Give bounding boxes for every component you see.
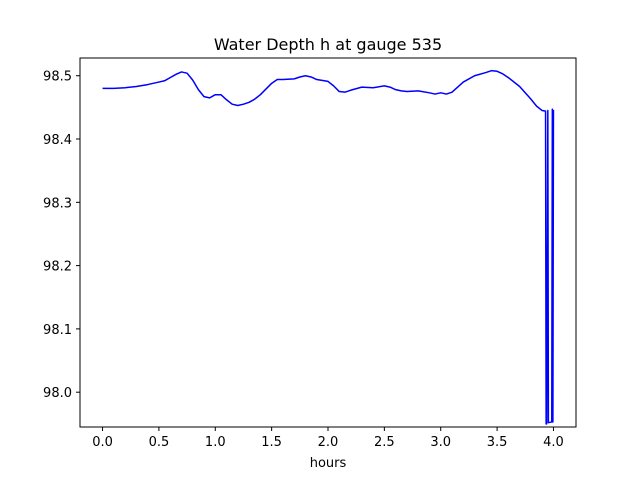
y-tick-label: 98.1 — [43, 323, 72, 338]
x-tick-label: 4.0 — [543, 435, 564, 450]
series-line-0 — [102, 69, 555, 425]
x-tick-label: 1.0 — [205, 435, 226, 450]
x-tick-label: 3.5 — [487, 435, 508, 450]
x-tick-label: 3.0 — [430, 435, 451, 450]
chart-title: Water Depth h at gauge 535 — [214, 35, 442, 54]
y-tick-label: 98.2 — [43, 260, 72, 275]
x-tick-label: 2.0 — [318, 435, 339, 450]
x-tick-label: 1.5 — [261, 435, 282, 450]
y-tick-label: 98.5 — [43, 70, 72, 85]
y-tick-label: 98.3 — [43, 196, 72, 211]
y-tick-label: 98.4 — [43, 133, 72, 148]
x-tick-label: 0.0 — [92, 435, 113, 450]
y-axis: 98.0 98.1 98.2 98.3 98.4 98.5 — [43, 70, 80, 401]
series-layer — [102, 69, 555, 425]
x-tick-label: 2.5 — [374, 435, 395, 450]
x-tick-label: 0.5 — [149, 435, 170, 450]
x-axis-label: hours — [310, 456, 347, 471]
y-tick-label: 98.0 — [43, 386, 72, 401]
x-axis: 0.0 0.5 1.0 1.5 2.0 2.5 3.0 3.5 4.0 — [92, 427, 564, 450]
